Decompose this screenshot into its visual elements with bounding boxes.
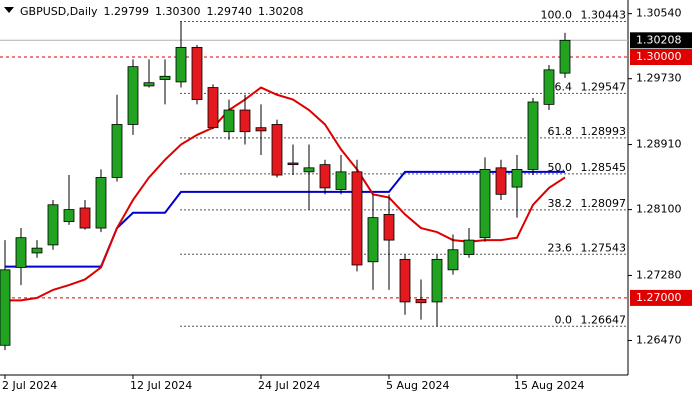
indicator-line <box>5 170 565 268</box>
candle-body <box>223 109 235 133</box>
candle-body <box>271 124 283 176</box>
price-box <box>630 289 692 306</box>
y-tick-label: 1.27280 <box>636 268 682 281</box>
fib-ratio: 50.0 <box>548 161 573 174</box>
menu-triangle[interactable] <box>4 7 14 13</box>
candle-body <box>31 247 43 254</box>
candle-body <box>95 177 107 229</box>
candle-body <box>447 249 459 271</box>
candle-body <box>559 39 571 74</box>
candle-body <box>159 75 171 80</box>
candle-body <box>415 299 427 304</box>
x-tick-label: 12 Jul 2024 <box>130 379 192 392</box>
fib-ratio: 0.0 <box>555 313 573 326</box>
header: GBPUSD,Daily 1.29799 1.30300 1.29740 1.30208 <box>20 5 304 18</box>
candle-body <box>127 66 139 125</box>
candle-body <box>143 82 155 87</box>
candle-body <box>431 258 443 303</box>
candle-body <box>367 217 379 263</box>
candle-body <box>207 87 219 129</box>
fib-price: 1.29547 <box>581 80 627 93</box>
fib-price: 1.28993 <box>581 125 627 138</box>
fib-price: 1.26647 <box>581 313 627 326</box>
x-tick-label: 5 Aug 2024 <box>386 379 449 392</box>
candle-body <box>0 269 11 346</box>
fib-ratio: 38.2 <box>548 197 573 210</box>
candle-body <box>47 204 59 246</box>
x-tick-label: 15 Aug 2024 <box>514 379 584 392</box>
symbol: GBPUSD,Daily <box>20 5 98 18</box>
y-tick-label: 1.30540 <box>636 7 682 20</box>
candle-body <box>383 214 395 241</box>
price-label: 1.30000 <box>636 50 682 63</box>
x-tick-label: 24 Jul 2024 <box>258 379 320 392</box>
ohlc-value: 1.30300 <box>155 5 201 18</box>
candle-body <box>175 46 187 83</box>
candle-body <box>287 162 299 166</box>
candle-body <box>351 171 363 266</box>
fib-price: 1.30443 <box>581 8 627 21</box>
price-label: 1.27000 <box>636 291 682 304</box>
ohlc-value: 1.29740 <box>207 5 253 18</box>
price-label: 1.30208 <box>636 33 682 46</box>
candle-body <box>511 169 523 188</box>
candle-body <box>399 258 411 303</box>
y-tick-label: 1.28100 <box>636 203 682 216</box>
fib-price: 1.28097 <box>581 197 627 210</box>
y-tick-label: 1.26470 <box>636 333 682 346</box>
candle-body <box>191 46 203 100</box>
y-tick-label: 1.28910 <box>636 138 682 151</box>
price-box <box>630 32 692 49</box>
candle-body <box>255 127 267 132</box>
candle-body <box>63 209 75 223</box>
candle-body <box>543 69 555 105</box>
candle-body <box>319 164 331 189</box>
fib-ratio: 23.6 <box>548 241 573 254</box>
fib-ratio: 100.0 <box>541 8 573 21</box>
candle-body <box>15 237 27 268</box>
fib-ratio: 61.8 <box>548 125 573 138</box>
ohlc-value: 1.29799 <box>104 5 150 18</box>
y-tick-label: 1.29730 <box>636 72 682 85</box>
candle-body <box>479 169 491 239</box>
candle-body <box>239 109 251 133</box>
price-box <box>630 49 692 66</box>
candle-body <box>79 207 91 229</box>
candle-body <box>111 124 123 178</box>
candle-body <box>495 167 507 195</box>
fib-price: 1.28545 <box>581 161 627 174</box>
ohlc-value: 1.30208 <box>258 5 304 18</box>
candle-body <box>335 171 347 190</box>
fib-price: 1.27543 <box>581 241 627 254</box>
candle-body <box>463 239 475 255</box>
candle-body <box>303 167 315 173</box>
candle-body <box>527 101 539 170</box>
x-tick-label: 2 Jul 2024 <box>2 379 57 392</box>
